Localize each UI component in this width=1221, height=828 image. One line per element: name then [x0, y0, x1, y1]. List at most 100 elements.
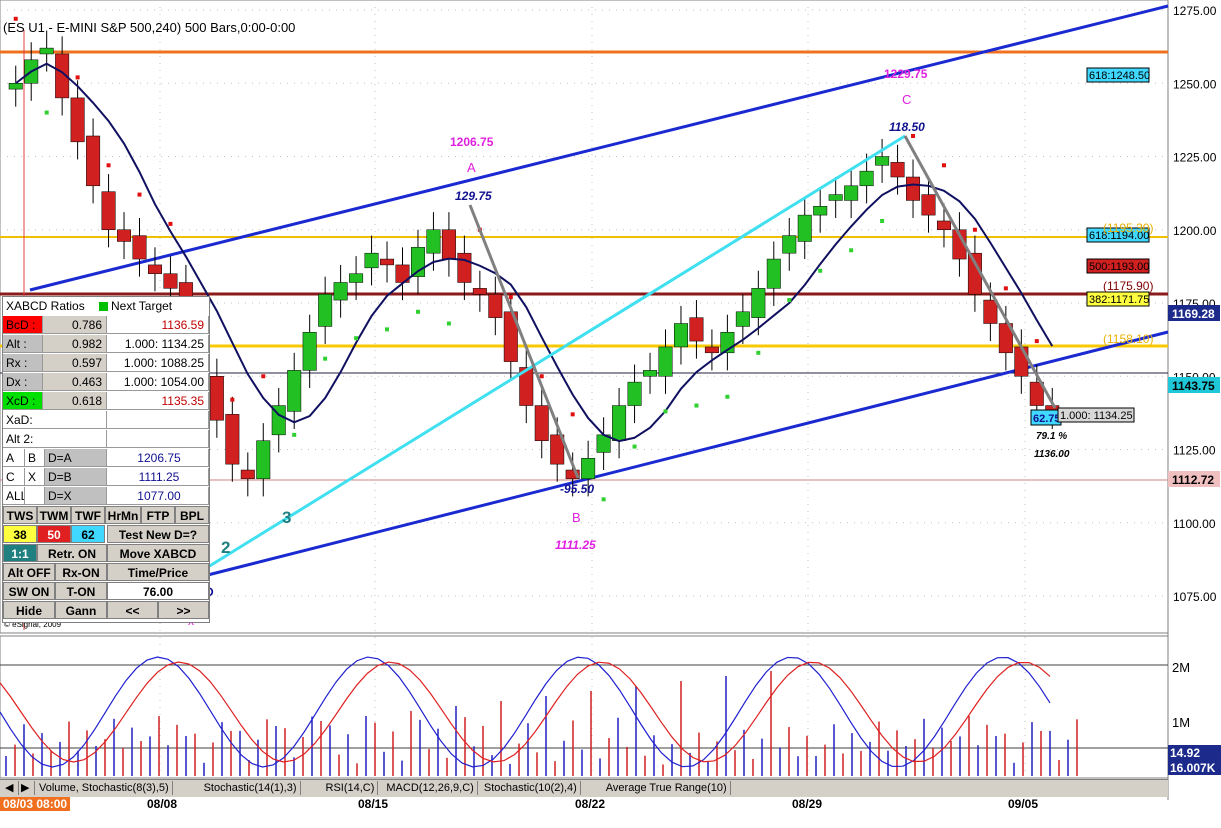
date-axis-label: 08/15 — [358, 797, 389, 811]
ratio-label: BcD : — [3, 316, 43, 334]
candle-body — [612, 405, 627, 441]
ratio-row[interactable]: Alt :0.982 1.000: 1134.25 — [3, 335, 209, 353]
sar-dot — [880, 218, 885, 223]
copyright: © eSignal, 2009 — [4, 620, 62, 629]
candle-body — [318, 293, 333, 327]
ratio-row[interactable]: BcD :0.786 1136.59 — [3, 316, 209, 334]
price-axis-label: 1100.00 — [1173, 517, 1216, 531]
sar-dot — [446, 321, 451, 326]
fib-62-value[interactable]: 62 — [71, 525, 105, 543]
sar-dot — [354, 336, 359, 341]
candle-body — [890, 162, 905, 178]
mode-button-tws[interactable]: TWS — [3, 506, 37, 524]
candle-body — [673, 323, 688, 348]
prev-button[interactable]: << — [107, 601, 158, 619]
gann-button[interactable]: Gann — [55, 601, 107, 619]
indicator-panel — [0, 635, 1169, 779]
candle-body — [998, 323, 1013, 354]
candle-body — [936, 220, 951, 231]
sw-on-button[interactable]: SW ON — [3, 582, 55, 600]
indicator-tab[interactable]: Stochastic(10(2),4) — [481, 781, 581, 795]
mode-button-ftp[interactable]: FTP — [141, 506, 175, 524]
candle-body — [39, 47, 54, 55]
cd-pattern-line — [903, 135, 1057, 409]
sar-dot — [385, 327, 390, 332]
target-row[interactable]: A B D=A 1206.75 — [3, 449, 209, 467]
test-new-button[interactable]: Test New D=? — [107, 525, 209, 543]
mode-button-twf[interactable]: TWF — [71, 506, 105, 524]
indicator-tab[interactable]: MACD(12,26,9,C) — [383, 781, 478, 795]
point-b-diff: -95.50 — [560, 482, 594, 496]
ratio-row[interactable]: Rx :0.597 1.000: 1088.25 — [3, 354, 209, 372]
indicator-tab[interactable]: RSI(14,C) — [323, 781, 379, 795]
date-axis-label: 08/08 — [147, 797, 178, 811]
price-axis-bg — [1168, 0, 1221, 828]
indicator-tag-label: 16.007K — [1170, 761, 1216, 775]
mode-button-hrmn[interactable]: HrMn — [105, 506, 141, 524]
sar-dot — [601, 497, 606, 502]
sar-dot — [694, 403, 699, 408]
move-xabcd-button[interactable]: Move XABCD — [107, 544, 209, 562]
point-d-percent: 79.1 % — [1036, 431, 1067, 442]
sar-dot — [44, 110, 49, 115]
ratio-value: 0.618 — [43, 392, 107, 410]
candle-body — [534, 405, 549, 441]
candle-body — [658, 346, 673, 377]
ratio-1-1-button[interactable]: 1:1 — [3, 544, 37, 562]
candle-body — [271, 405, 286, 436]
point-a-label: A — [467, 160, 476, 175]
fib-38-value[interactable]: 38 — [3, 525, 37, 543]
panel-title: XABCD Ratios — [6, 299, 85, 313]
sar-dot — [292, 432, 297, 437]
ratio-row[interactable]: XcD :0.618 1135.35 — [3, 392, 209, 410]
price-tag — [1168, 305, 1220, 321]
retr-button[interactable]: Retr. ON — [37, 544, 107, 562]
indicator-tab[interactable]: Average True Range(10) — [603, 781, 731, 795]
candle-body — [147, 264, 162, 274]
next-button[interactable]: >> — [158, 601, 209, 619]
price-tag — [1168, 377, 1220, 393]
tab-scroll-right-icon[interactable]: ▶ — [18, 781, 35, 795]
time-value-field[interactable]: 76.00 — [107, 582, 209, 600]
candle-body — [813, 206, 828, 216]
time-price-button[interactable]: Time/Price — [107, 563, 209, 581]
price-axis-label: 1200.00 — [1173, 224, 1217, 238]
candle-body — [333, 282, 348, 301]
fib-level-label: 500:1193.00 — [1089, 261, 1149, 273]
indicator-tab[interactable]: Stochastic(14(1),3) — [201, 781, 301, 795]
ratio-target: 1135.35 — [107, 392, 209, 410]
target-row[interactable]: C X D=B 1111.25 — [3, 468, 209, 486]
d-projection-label: 1.000: 1134.25 — [1060, 410, 1133, 422]
sar-dot — [725, 394, 730, 399]
ratio-value: 0.463 — [43, 373, 107, 391]
candle-body — [921, 194, 936, 216]
candle-body — [441, 229, 456, 260]
mode-button-twm[interactable]: TWM — [37, 506, 71, 524]
tab-scroll-left-icon[interactable]: ◀ — [2, 781, 19, 795]
sar-dot — [261, 374, 266, 379]
sar-dot — [137, 192, 142, 197]
t-on-button[interactable]: T-ON — [55, 582, 107, 600]
candle-body — [519, 367, 534, 406]
alt-off-button[interactable]: Alt OFF — [3, 563, 55, 581]
sar-dot — [663, 409, 668, 414]
hide-button[interactable]: Hide — [3, 601, 55, 619]
rx-on-button[interactable]: Rx-ON — [55, 563, 107, 581]
fib-level-label: 618:1194.00 — [1089, 230, 1149, 242]
point-d-target: 1136.00 — [1034, 449, 1070, 460]
alt2-row: Alt 2: — [3, 430, 209, 448]
point-c-diff: 118.50 — [889, 120, 925, 134]
xabcd-ratios-panel: XABCD Ratios Next Target BcD :0.786 1136.… — [2, 296, 210, 623]
mode-button-bpl[interactable]: BPL — [175, 506, 209, 524]
sar-dot — [972, 227, 977, 232]
indicator-tab[interactable]: Volume, Stochastic(8(3),5) — [36, 781, 173, 795]
candle-body — [550, 434, 565, 465]
fib-50-value[interactable]: 50 — [37, 525, 71, 543]
candle-body — [86, 135, 101, 187]
candle-body — [101, 191, 116, 231]
price-tag — [1168, 471, 1220, 487]
ratio-row[interactable]: Dx :0.463 1.000: 1054.00 — [3, 373, 209, 391]
price-axis-label: 1225.00 — [1173, 151, 1217, 165]
